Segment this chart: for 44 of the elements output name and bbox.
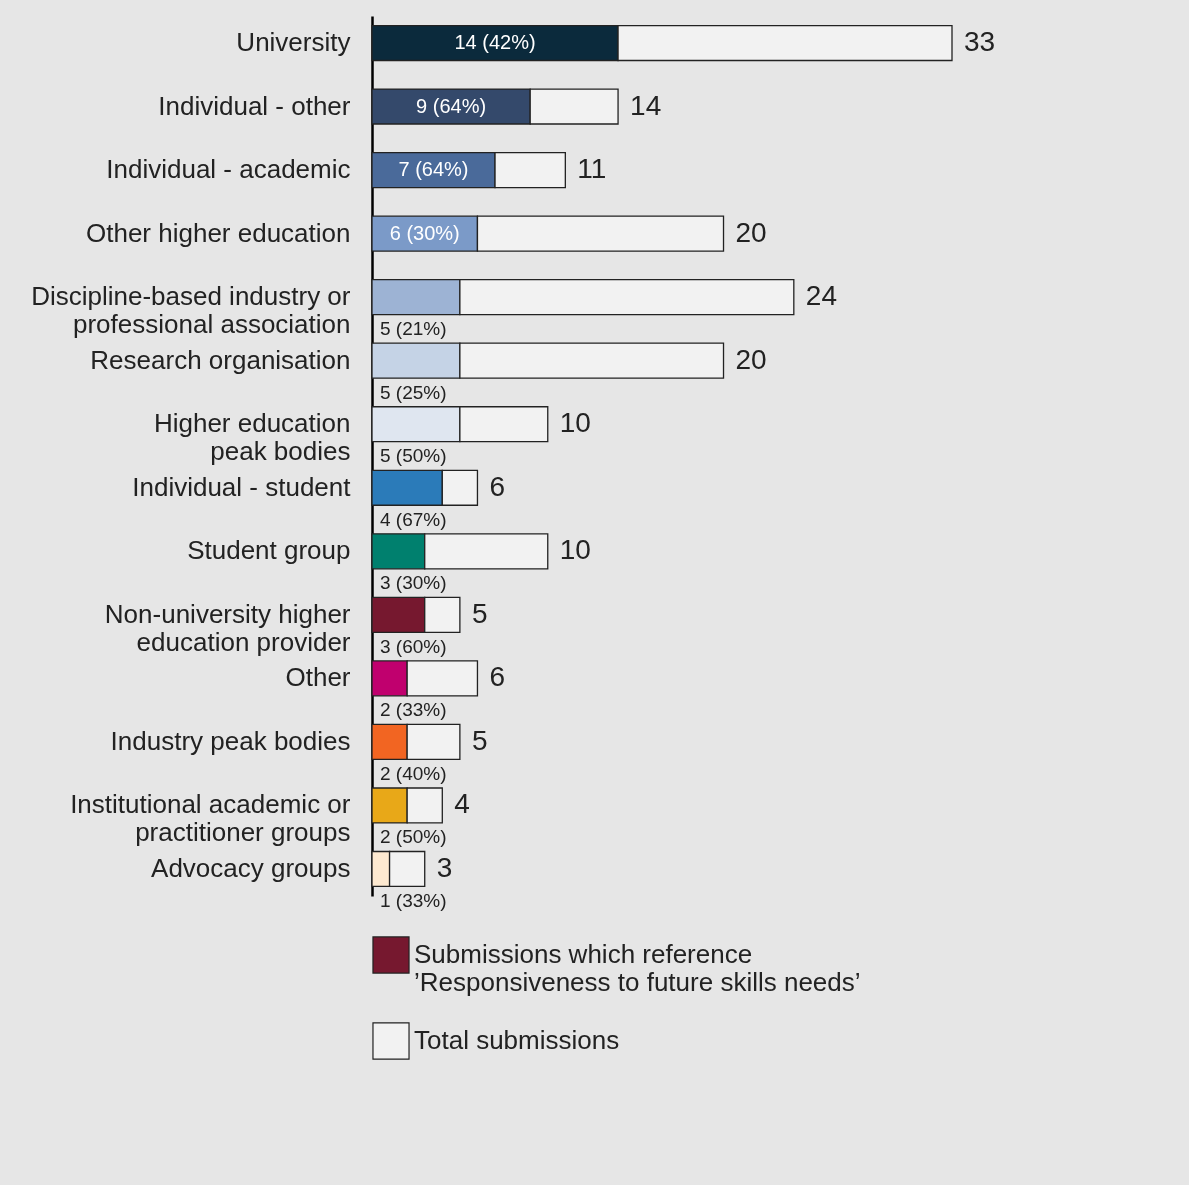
y-tick-label: Higher education peak bodies (153, 408, 351, 467)
data-label: 1 (33%) (380, 890, 447, 911)
data-label: 5 (50%) (380, 445, 447, 467)
y-tick-label: Other higher education (85, 217, 351, 248)
total-label: 3 (436, 852, 453, 883)
data-label: 5 (25%) (380, 381, 447, 403)
total-label: 20 (735, 343, 767, 375)
total-label: 14 (630, 89, 662, 121)
y-tick-label: Individual - other (158, 90, 351, 121)
data-label: 3 (30%) (380, 572, 447, 594)
y-tick-label: Advocacy groups (151, 853, 351, 883)
legend-label: Submissions which reference ’Responsiveness to future skills needs’ (414, 939, 861, 997)
total-label: 10 (559, 407, 591, 439)
total-label: 5 (471, 724, 488, 756)
y-tick-label: Individual - student (132, 471, 352, 502)
total-label: 11 (577, 153, 607, 185)
total-label: 5 (471, 597, 488, 629)
total-label: 33 (964, 26, 996, 57)
y-tick-label: University (236, 27, 351, 57)
y-tick-label: Research organisation (90, 344, 351, 375)
data-label: 6 (30%) (389, 221, 460, 244)
data-label: 2 (50%) (380, 826, 447, 848)
total-label: 4 (454, 788, 470, 820)
data-label: 2 (40%) (380, 762, 447, 784)
y-tick-label: Individual - academic (106, 154, 351, 185)
y-tick-label: Discipline-based industry or professional association (31, 281, 351, 340)
data-label: 5 (21%) (380, 318, 447, 340)
total-label: 24 (805, 280, 837, 312)
data-label: 7 (64%) (398, 158, 469, 181)
y-tick-label: Institutional academic or practitioner groups (70, 789, 351, 848)
y-tick-label: Student group (187, 535, 351, 566)
data-label: 14 (42%) (454, 31, 536, 53)
data-label: 2 (33%) (380, 699, 447, 721)
total-label: 6 (489, 470, 506, 502)
total-label: 10 (559, 534, 591, 566)
data-label: 9 (64%) (416, 94, 487, 117)
total-label: 20 (735, 216, 767, 248)
y-tick-label: Other (285, 662, 351, 693)
data-label: 4 (67%) (380, 508, 447, 530)
data-label: 3 (60%) (380, 635, 447, 657)
legend-label: Total submissions (414, 1025, 620, 1055)
total-label: 6 (489, 661, 506, 693)
y-tick-label: Non-university higher education provider (104, 598, 351, 657)
y-tick-label: Industry peak bodies (110, 725, 351, 756)
